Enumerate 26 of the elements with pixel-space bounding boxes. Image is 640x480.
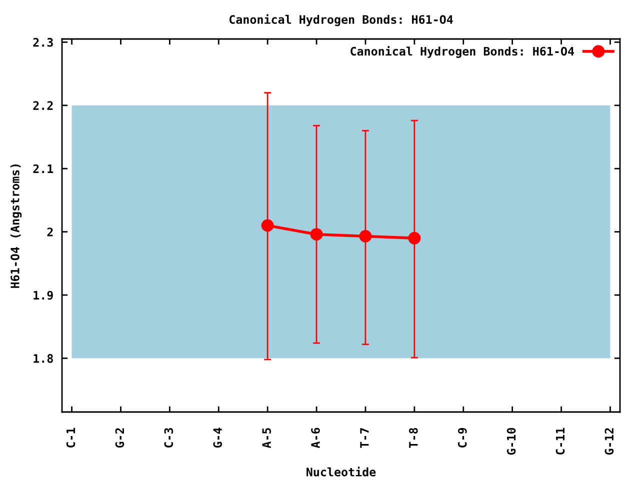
x-tick-label: C-9 xyxy=(458,428,467,448)
x-tick-label: T-8 xyxy=(408,428,418,448)
y-tick-label: 1.8 xyxy=(34,354,53,363)
y-tick-label: 1.9 xyxy=(34,290,53,300)
y-tick-label: 2.2 xyxy=(33,101,53,110)
y-tick-label: 2 xyxy=(47,228,53,236)
x-tick-label: A-5 xyxy=(262,428,271,448)
point xyxy=(359,230,372,242)
point xyxy=(408,232,421,244)
x-tick-label: G-12 xyxy=(604,428,614,455)
y-tick-label: 2.3 xyxy=(33,38,53,47)
x-tick-label: T-7 xyxy=(360,428,369,448)
y-tick-label: 2.1 xyxy=(33,164,54,174)
x-tick-label: C-3 xyxy=(164,428,174,448)
x-tick-label: G-10 xyxy=(506,428,516,455)
x-axis-title: Nucleotide xyxy=(306,466,376,476)
point xyxy=(310,228,323,241)
legend-label: Canonical Hydrogen Bonds: H61-O4 xyxy=(350,46,574,58)
x-tick-label: A-6 xyxy=(311,428,320,448)
chart-title: Canonical Hydrogen Bonds: H61-O4 xyxy=(229,14,453,26)
x-tick-label: G-4 xyxy=(213,428,222,448)
x-tick-label: C-11 xyxy=(556,428,565,455)
point xyxy=(261,219,274,232)
x-tick-label: C-1 xyxy=(66,428,76,448)
x-tick-label: G-2 xyxy=(115,428,124,448)
y-axis-title: H61-O4 (Angstroms) xyxy=(10,164,22,288)
